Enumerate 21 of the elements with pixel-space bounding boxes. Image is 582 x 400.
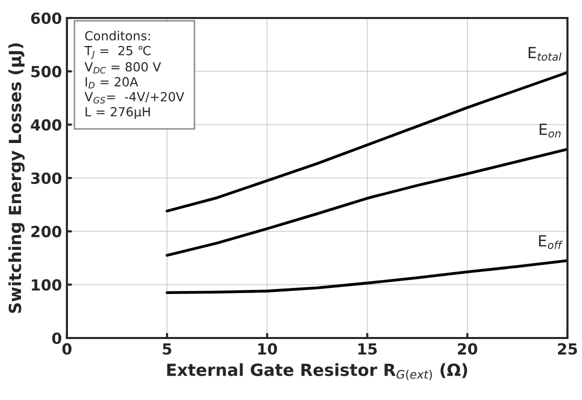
- y-tick-label: 200: [31, 226, 62, 238]
- series-label: E$_{off}$: [539, 235, 563, 250]
- y-tick-label: 400: [30, 119, 62, 131]
- x-tick-label: 15: [358, 343, 377, 355]
- y-tick-label: 600: [31, 12, 62, 24]
- line-series: [166, 259, 568, 294]
- x-tick-label: 25: [558, 343, 578, 355]
- y-axis-title: Switching Energy Losses (µJ): [8, 43, 25, 313]
- y-tick-label: 100: [32, 279, 62, 291]
- x-tick-label: 10: [258, 343, 278, 355]
- line-series: [166, 148, 568, 257]
- text: Conditons: T$_{J}$ = 25 ℃ V$_{DC}$ = 800 V I$_{D}$ = 20A V$_{GS}$= -4V/+20V L = 276μH: [84, 30, 184, 119]
- y-tick-label: 300: [31, 172, 62, 184]
- series-label: E$_{on}$: [540, 124, 561, 138]
- x-tick-label: 20: [458, 343, 478, 355]
- y-tick-label: 500: [31, 66, 62, 78]
- y-tick-label: 0: [52, 332, 62, 344]
- x-tick-label: 0: [62, 343, 72, 355]
- x-tick-label: 5: [162, 343, 172, 355]
- series-label: E$_{total}$: [528, 46, 562, 61]
- x-axis-title: External Gate Resistor R$_{G(ext)}$ (Ω): [167, 363, 468, 380]
